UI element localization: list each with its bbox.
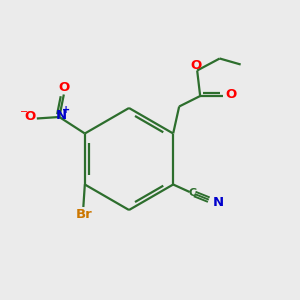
- Text: −: −: [20, 107, 28, 118]
- Text: Br: Br: [76, 208, 92, 221]
- Text: N: N: [55, 109, 66, 122]
- Text: O: O: [190, 58, 201, 72]
- Text: N: N: [213, 196, 224, 209]
- Text: O: O: [25, 110, 36, 124]
- Text: +: +: [62, 105, 70, 116]
- Text: C: C: [188, 188, 196, 198]
- Text: O: O: [225, 88, 237, 101]
- Text: O: O: [58, 81, 70, 94]
